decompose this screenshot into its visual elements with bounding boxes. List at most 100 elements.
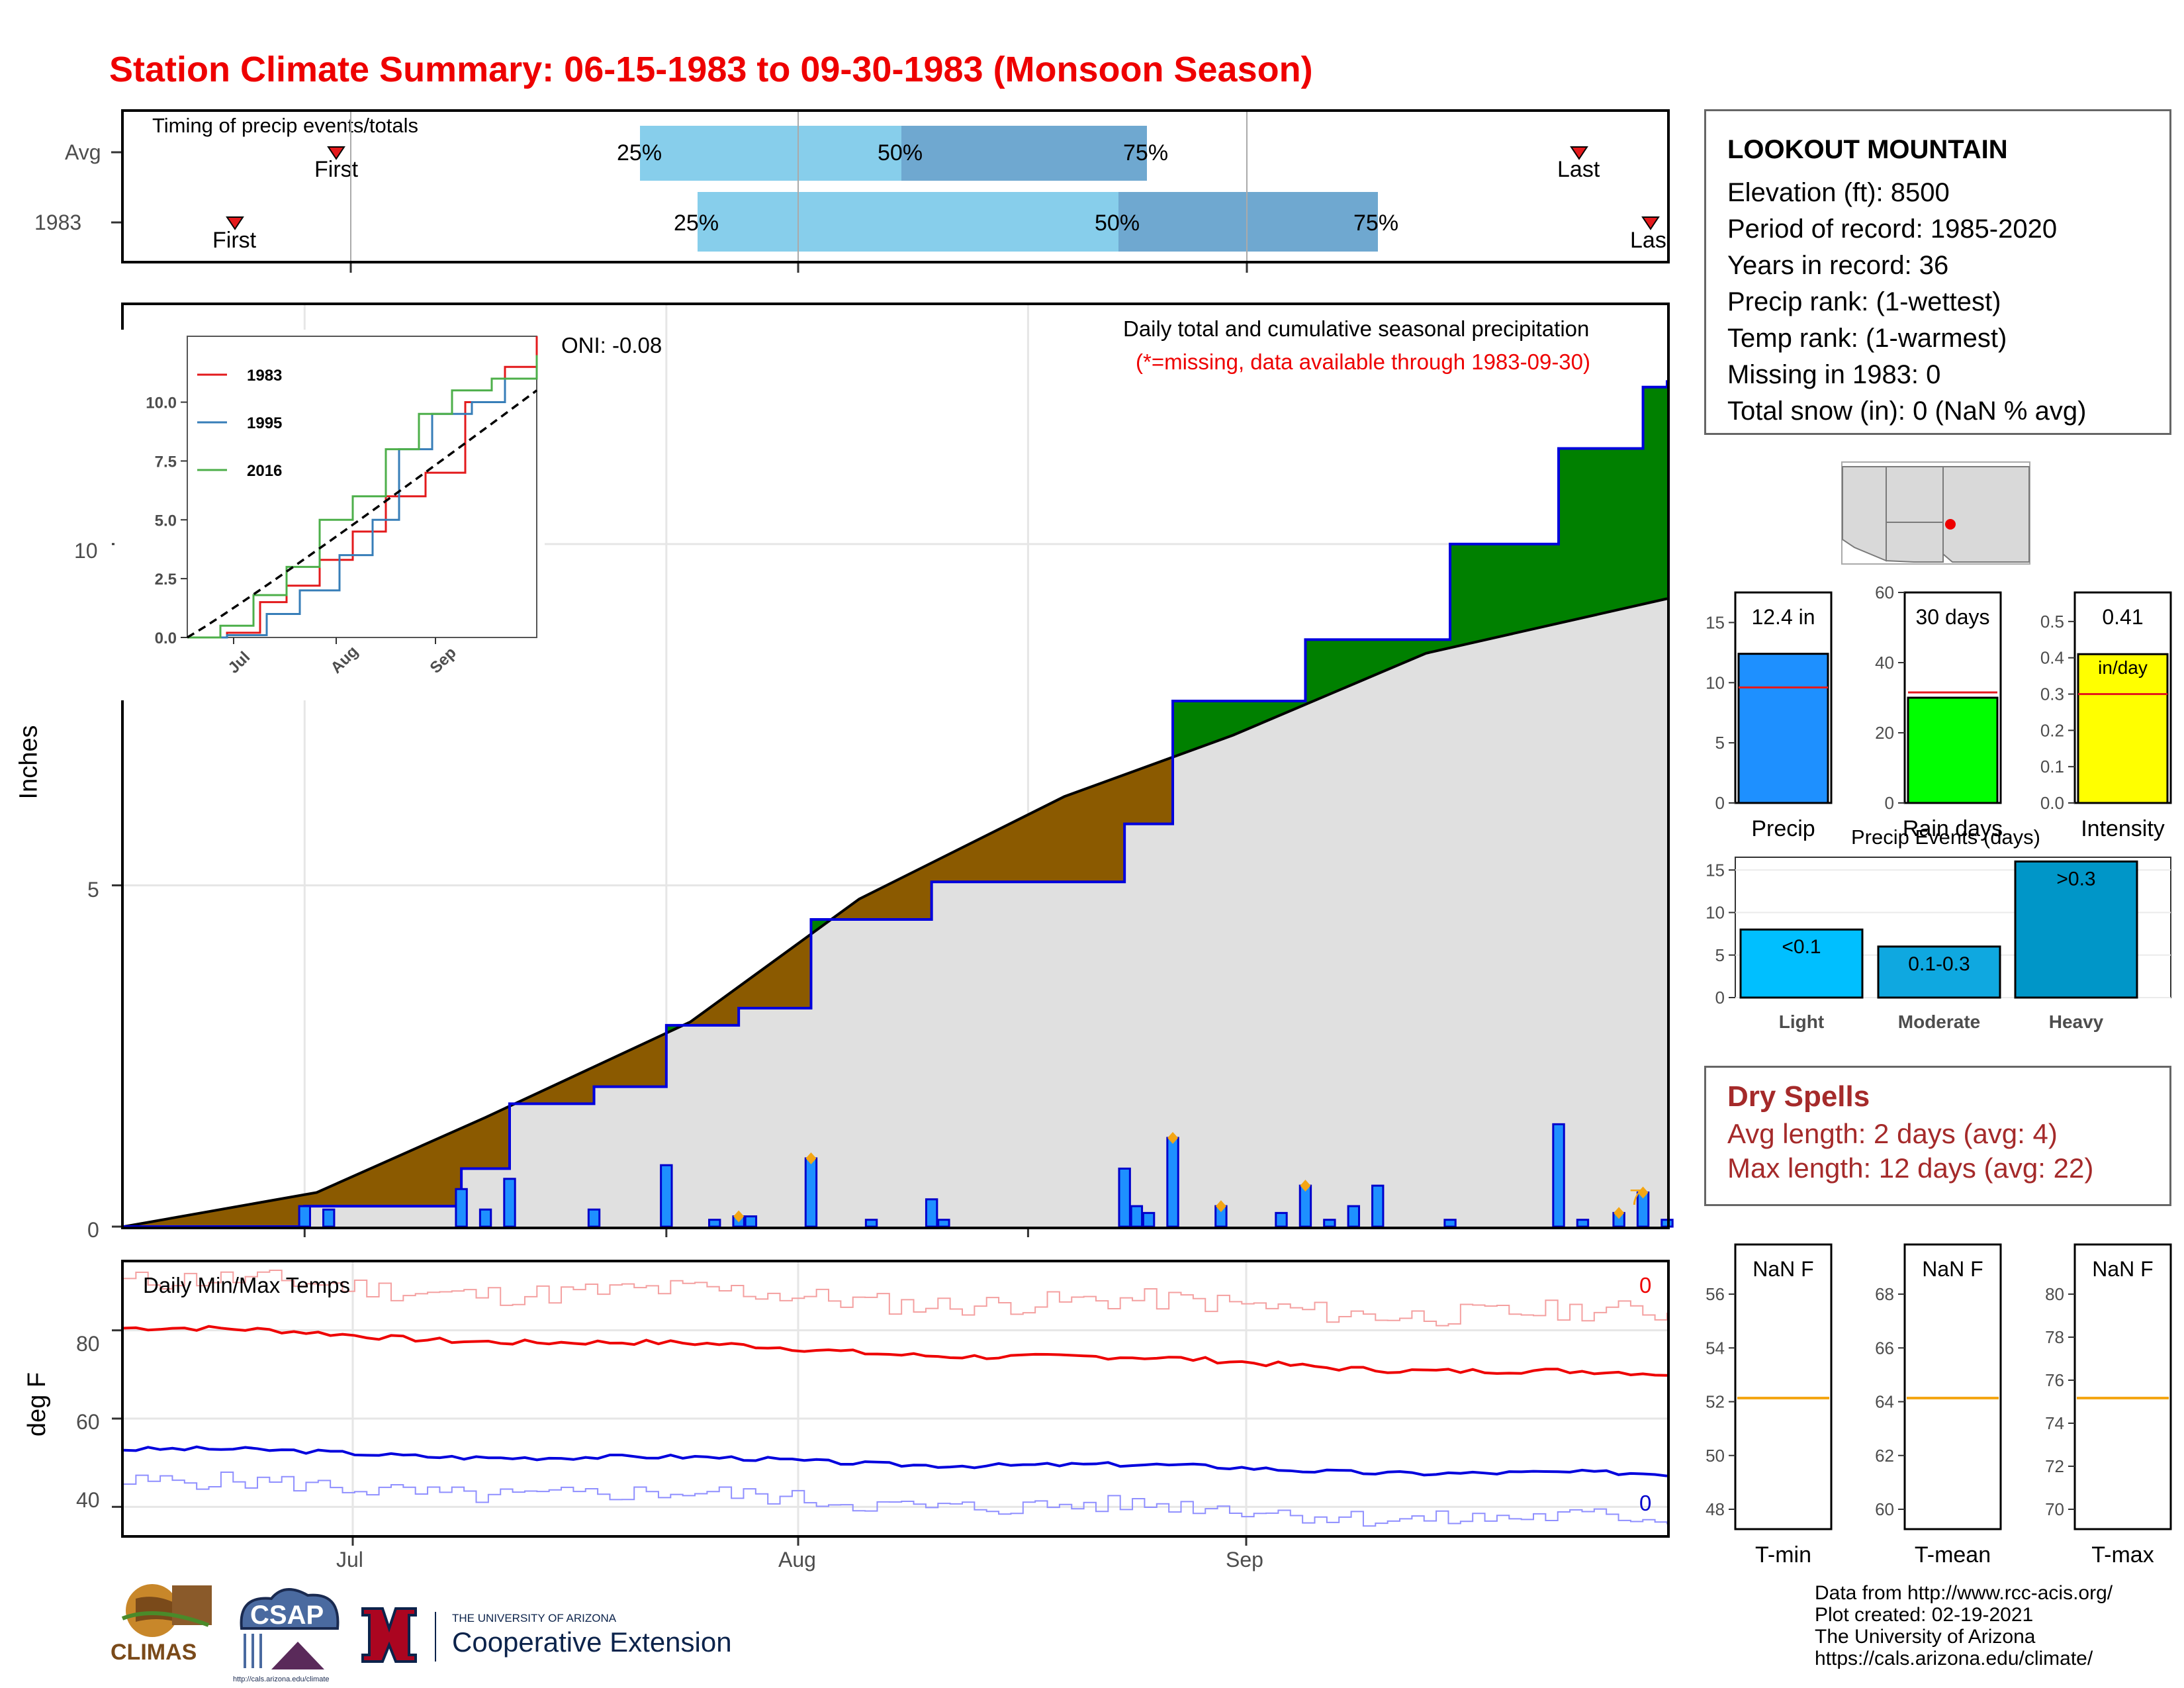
summary-gauges: 12.4 in Precip 0 5 10 15 30 days Rain days 0 20 40… (1706, 583, 2172, 841)
ua-big-text: Cooperative Extension (452, 1626, 732, 1658)
timing-avg-q75-label: 75% (1123, 140, 1169, 165)
timing-avg-first-marker (327, 146, 345, 160)
temp-ytick-40: 40 (76, 1488, 100, 1512)
footer-data-source: Data from http://www.rcc-acis.org/ (1815, 1582, 2113, 1604)
temp-gauge-tick-label: 64 (1875, 1392, 1894, 1412)
state-locator-map (1841, 461, 2030, 565)
csap-logo: CSAP http://cals.arizona.edu/climate (233, 1588, 340, 1683)
temp-gauge-value-label: NaN F (2092, 1257, 2153, 1281)
temp-xtick-jul: Jul (336, 1548, 363, 1571)
record-min-line (124, 1472, 1668, 1527)
temp-frame (121, 1260, 1670, 1538)
main-ytick-0: 0 (87, 1218, 99, 1242)
main-note: (*=missing, data available through 1983-… (1136, 350, 1591, 374)
main-ytick-5: 5 (87, 878, 99, 902)
dry-spells-box: Dry Spells Avg length: 2 days (avg: 4) M… (1704, 1066, 2171, 1206)
temp-gauge-tick-label: 72 (2045, 1456, 2064, 1476)
gauge-tick-label: 0.0 (2040, 793, 2064, 813)
timing-year-q25-q50-bar (698, 192, 1118, 252)
daily-precip-bar (744, 1215, 758, 1228)
daily-precip-bar (478, 1208, 492, 1228)
daily-precip-bar (1443, 1219, 1457, 1228)
inset-series-line (187, 367, 538, 639)
daily-precip-bar (503, 1178, 516, 1228)
temp-max-missing: 0 (1639, 1273, 1652, 1297)
daily-precip-bar (925, 1198, 938, 1228)
gauge-bar (2077, 653, 2169, 804)
station-name: LOOKOUT MOUNTAIN (1727, 135, 2008, 164)
timing-avg-q50-label: 50% (878, 140, 923, 165)
timing-avg-last-marker (1570, 146, 1588, 160)
daily-precip-bar (708, 1219, 721, 1228)
temp-chart (112, 1260, 1670, 1546)
timing-avg-last-label: Last (1557, 157, 1600, 182)
events-tick-label: 10 (1706, 903, 1725, 923)
temp-ytick-80: 80 (76, 1332, 100, 1356)
daily-precip-bar (1371, 1184, 1385, 1228)
heavy-event-marker (805, 1152, 817, 1164)
gauge-label: Rain days (1903, 816, 2003, 841)
temp-xtick-aug: Aug (778, 1548, 816, 1571)
timing-year-last-marker (1641, 216, 1660, 230)
heavy-event-marker (733, 1210, 745, 1223)
temp-gauge-tick-label: 48 (1706, 1499, 1725, 1519)
timing-year-first-marker (226, 216, 244, 230)
events-category-label: Moderate (1898, 1011, 1980, 1032)
temp-gauge-label: T-min (1755, 1542, 1811, 1568)
events-category-label: Light (1779, 1011, 1824, 1032)
gauge-tick-label: 20 (1875, 723, 1894, 743)
timing-year-q25-label: 25% (674, 211, 719, 236)
gauge-tick-label: 60 (1875, 583, 1894, 602)
heavy-event-marker (1215, 1200, 1226, 1213)
inset-ytick-label: 2.5 (155, 571, 177, 588)
events-tick-label: 5 (1715, 945, 1725, 965)
temp-gauge-tick-label: 62 (1875, 1446, 1894, 1466)
gauge-value-label: 30 days (1915, 605, 1989, 629)
station-missing: Missing in 1983: 0 (1727, 360, 1941, 389)
events-category-label: Heavy (2049, 1011, 2104, 1032)
gauge-tick-label: 0.5 (2040, 612, 2064, 632)
station-location-dot (1945, 519, 1956, 530)
temp-y-label: deg F (23, 1372, 52, 1437)
gauge-tick-label: 15 (1706, 612, 1725, 632)
daily-precip-bar (1275, 1211, 1288, 1228)
temp-gauges: NaN F 48 50 52 54 56 T-min NaN F 60 62 64 66 68 T-mea… (1706, 1243, 2172, 1568)
climas-logo-text: CLIMAS (111, 1640, 197, 1665)
timing-year-q50-label: 50% (1095, 211, 1140, 236)
daily-precip-bar (1130, 1205, 1144, 1228)
avg-cumulative-line (123, 597, 1668, 1228)
events-tick-label: 15 (1706, 860, 1725, 880)
events-tick-label: 0 (1715, 988, 1725, 1008)
gauge-tick-label: 0.2 (2040, 720, 2064, 740)
inset-series-line (187, 355, 538, 639)
heavy-event-marker (1300, 1180, 1311, 1192)
daily-precip-bar (1142, 1211, 1156, 1228)
main-subtitle: Daily total and cumulative seasonal prec… (1123, 316, 1590, 341)
main-y-label: Inches (15, 725, 43, 800)
temp-gauge-tick-label: 66 (1875, 1338, 1894, 1358)
gauge-value-label: 0.41 (2102, 605, 2143, 629)
timing-avg-q25-q50-bar (640, 126, 901, 181)
temp-gauge-tick-label: 54 (1706, 1338, 1725, 1358)
precip-events-title: Precip Events (days) (1851, 825, 2040, 849)
events-bar (1739, 928, 1864, 999)
heavy-event-marker (1167, 1131, 1179, 1144)
ua-small-text: THE UNIVERSITY OF ARIZONA (452, 1612, 617, 1624)
gauge-label: Precip (1751, 816, 1815, 841)
events-bar-label: <0.1 (1782, 936, 1821, 958)
timing-avg-q25-label: 25% (617, 140, 662, 165)
temp-gauge-frame (2073, 1243, 2172, 1530)
dry-spells-max: Max length: 12 days (avg: 22) (1727, 1152, 2094, 1184)
ua-logo: THE UNIVERSITY OF ARIZONA Cooperative Ex… (361, 1607, 732, 1663)
csap-logo-url: http://cals.arizona.edu/climate (233, 1675, 330, 1683)
inset-ytick-label: 5.0 (155, 512, 177, 530)
footer-credits: Data from http://www.rcc-acis.org/ Plot … (1815, 1582, 2113, 1669)
daily-precip-bar (298, 1205, 311, 1228)
daily-precip-bar (322, 1208, 336, 1228)
daily-precip-bar (864, 1219, 878, 1228)
events-bar-label: 0.1-0.3 (1908, 953, 1970, 975)
temp-min-missing: 0 (1639, 1491, 1652, 1515)
heavy-event-marker (1614, 1207, 1625, 1219)
inset-frame (187, 336, 537, 638)
temp-gauge-frame (1734, 1243, 1833, 1530)
